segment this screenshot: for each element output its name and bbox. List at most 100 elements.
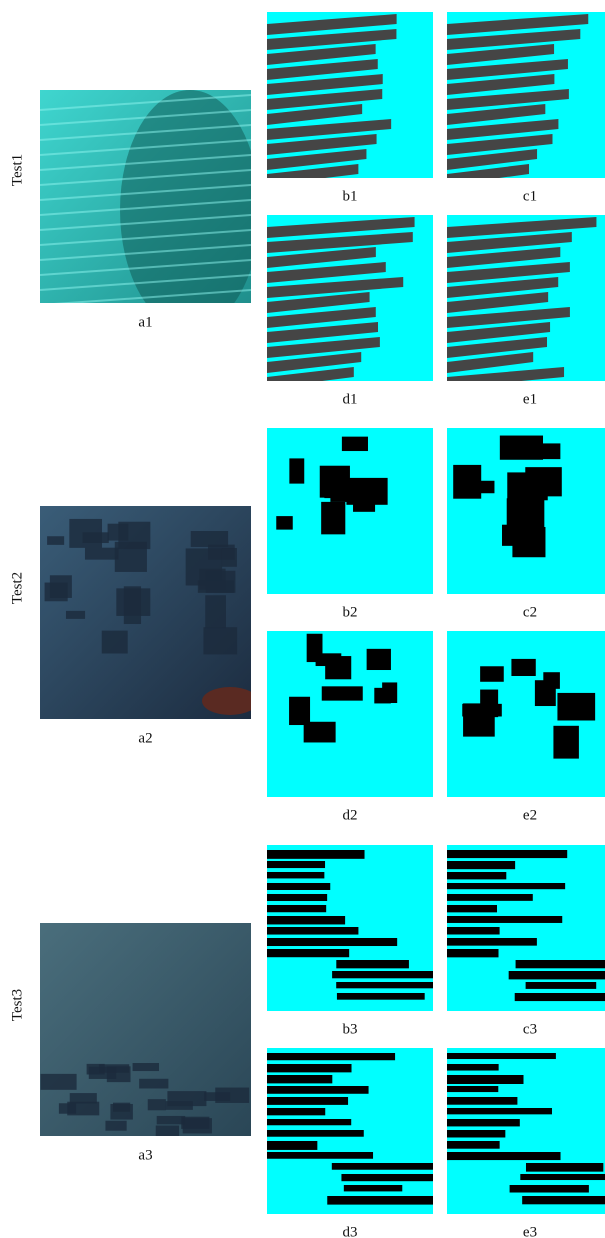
raft (191, 531, 228, 547)
dark-region (267, 894, 327, 901)
dark-region (447, 927, 500, 934)
dark-region (267, 1130, 364, 1137)
dark-region (447, 1130, 505, 1137)
figure: Test1a1b1c1d1e1Test2a2b2c2d2e2Test3a3b3c… (0, 0, 605, 1238)
dark-region (336, 982, 464, 988)
mask-image (267, 1048, 467, 1214)
raft (124, 586, 141, 624)
dark-region (267, 927, 358, 935)
dark-region (447, 905, 497, 912)
dark-region (447, 1075, 524, 1084)
dark-region (522, 1196, 605, 1204)
dark-region (346, 478, 387, 505)
dark-region (447, 1152, 561, 1160)
raft (156, 1126, 179, 1137)
mask-image (447, 845, 605, 1011)
island (202, 687, 258, 715)
raft (67, 1102, 99, 1116)
dark-region (515, 993, 605, 1001)
raft (85, 548, 119, 560)
raft (105, 1121, 126, 1131)
dark-region (480, 666, 504, 682)
panel-caption: e3 (523, 1224, 537, 1238)
dark-region (553, 726, 578, 759)
dark-region (447, 883, 565, 889)
raft (148, 1099, 166, 1110)
dark-region (480, 690, 498, 718)
raft (222, 548, 237, 567)
dark-region (447, 938, 537, 946)
mask-image (447, 631, 605, 797)
mask-image (267, 631, 433, 797)
raft (41, 1074, 77, 1090)
dark-region (447, 894, 533, 901)
dark-region (267, 905, 326, 912)
dark-region (447, 1119, 520, 1126)
dark-region (447, 916, 562, 923)
mask-image (447, 1048, 605, 1214)
mask-image (267, 845, 464, 1011)
mask-image (267, 215, 433, 388)
dark-region (511, 659, 535, 676)
dark-region (289, 458, 304, 483)
dark-region (289, 697, 310, 725)
panel-caption: d2 (343, 807, 358, 823)
dark-region (342, 437, 368, 451)
dark-region (367, 649, 391, 670)
dark-region (447, 1086, 498, 1092)
raft (204, 1092, 230, 1101)
satellite-image (40, 506, 258, 719)
dark-region (267, 1108, 325, 1115)
dark-region (321, 502, 345, 534)
dark-region (374, 688, 391, 704)
dark-region (526, 443, 560, 459)
mask-image (267, 12, 433, 185)
raft (108, 524, 129, 541)
dark-region (276, 516, 292, 530)
dark-region (526, 1163, 603, 1172)
dark-region (447, 850, 567, 858)
dark-region (316, 653, 342, 666)
raft (47, 536, 64, 545)
dark-region (267, 1075, 332, 1083)
dark-region (267, 938, 397, 946)
dark-region (507, 498, 545, 530)
panel-caption: c2 (523, 604, 537, 620)
dark-region (267, 1097, 348, 1105)
dark-region (447, 949, 499, 957)
dark-region (447, 1108, 552, 1114)
panel-caption: d1 (343, 391, 358, 407)
mask-image (447, 428, 605, 594)
row-label: Test1 (9, 154, 25, 186)
dark-region (507, 472, 547, 500)
panel-caption: a2 (138, 730, 152, 746)
dark-region (447, 872, 506, 879)
raft (133, 1063, 159, 1071)
mask-image (447, 215, 605, 388)
mask-bg (267, 428, 433, 594)
raft (50, 575, 72, 598)
panel-caption: b3 (343, 1021, 358, 1037)
row-label: Test2 (9, 572, 25, 604)
dark-region (341, 1174, 448, 1181)
satellite-image (40, 923, 251, 1136)
dark-region (516, 960, 605, 968)
panel-caption: b1 (343, 188, 358, 204)
panel-caption: a1 (138, 314, 152, 330)
dark-region (543, 672, 560, 689)
panel-caption: a3 (138, 1147, 152, 1163)
dark-region (327, 1196, 444, 1205)
panel-caption: e1 (523, 391, 537, 407)
dark-region (267, 1064, 352, 1072)
dark-region (322, 686, 363, 700)
dark-region (447, 1053, 556, 1059)
dark-region (471, 481, 494, 493)
mask-image (267, 428, 433, 594)
dark-region (512, 527, 545, 557)
dark-region (267, 949, 349, 957)
dark-region (447, 1064, 499, 1071)
dark-region (337, 993, 425, 1000)
dark-region (520, 1174, 605, 1180)
dark-region (304, 722, 336, 743)
raft (66, 611, 85, 619)
